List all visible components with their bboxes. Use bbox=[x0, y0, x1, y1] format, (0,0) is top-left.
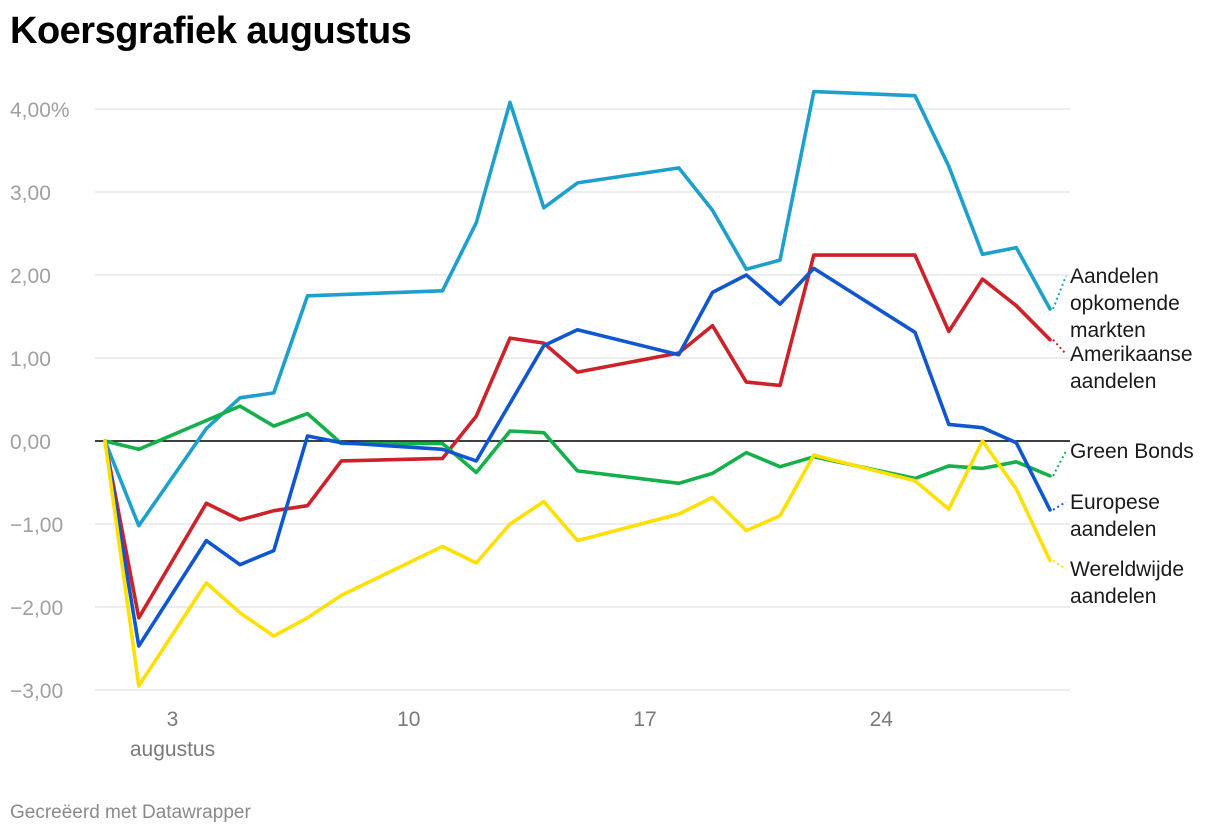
series-label-line: Green Bonds bbox=[1070, 440, 1194, 463]
series-label-line: opkomende bbox=[1070, 292, 1180, 315]
series-label: Amerikaanse aandelen bbox=[1070, 343, 1193, 393]
y-tick-label: 4,00% bbox=[10, 99, 70, 122]
series-label: Wereldwijde aandelen bbox=[1070, 558, 1184, 608]
series-line-4 bbox=[103, 439, 1052, 688]
series-line-3 bbox=[103, 266, 1052, 648]
x-tick-label: 3 bbox=[167, 708, 179, 731]
series-label-line: aandelen bbox=[1070, 585, 1156, 608]
y-axis: 4,00% 3,00 2,00 1,00 0,00 −1,00 −2,00 −3,00 bbox=[10, 99, 70, 703]
x-tick-label: 17 bbox=[633, 708, 656, 731]
series-label: Green Bonds bbox=[1070, 440, 1194, 463]
series-label-line: Aandelen bbox=[1070, 265, 1159, 288]
series-label-line: Europese bbox=[1070, 491, 1160, 514]
series-line-1 bbox=[103, 253, 1052, 620]
series-label: Aandelen opkomende markten bbox=[1070, 265, 1180, 342]
label-leader bbox=[1052, 275, 1067, 310]
series-line-2 bbox=[103, 404, 1052, 486]
y-tick-label: 2,00 bbox=[10, 265, 51, 288]
x-tick-label: 10 bbox=[397, 708, 420, 731]
series-label-line: aandelen bbox=[1070, 370, 1156, 393]
series-line-0 bbox=[103, 89, 1052, 528]
y-tick-label: −1,00 bbox=[10, 514, 63, 537]
label-leader bbox=[1052, 559, 1067, 570]
credit-footer: Gecreëerd met Datawrapper bbox=[10, 802, 251, 823]
label-leader bbox=[1052, 450, 1067, 477]
series-label-line: Amerikaanse bbox=[1070, 343, 1193, 366]
x-tick-sublabel: augustus bbox=[130, 738, 215, 761]
series-label: Europese aandelen bbox=[1070, 491, 1160, 541]
series-label-line: Wereldwijde bbox=[1070, 558, 1184, 581]
series-label-line: aandelen bbox=[1070, 518, 1156, 541]
y-tick-label: 0,00 bbox=[10, 431, 51, 454]
y-tick-label: −2,00 bbox=[10, 597, 63, 620]
y-tick-label: 1,00 bbox=[10, 348, 51, 371]
y-tick-label: 3,00 bbox=[10, 182, 51, 205]
series-label-line: markten bbox=[1070, 319, 1146, 342]
label-leader bbox=[1052, 339, 1067, 355]
label-leader bbox=[1052, 501, 1067, 511]
series-lines bbox=[103, 89, 1052, 688]
grid-lines bbox=[95, 108, 1070, 691]
page-title: Koersgrafiek augustus bbox=[10, 10, 412, 52]
y-tick-label: −3,00 bbox=[10, 680, 63, 703]
x-axis: 3 augustus 10 17 24 bbox=[130, 708, 893, 761]
x-tick-label: 24 bbox=[870, 708, 894, 731]
